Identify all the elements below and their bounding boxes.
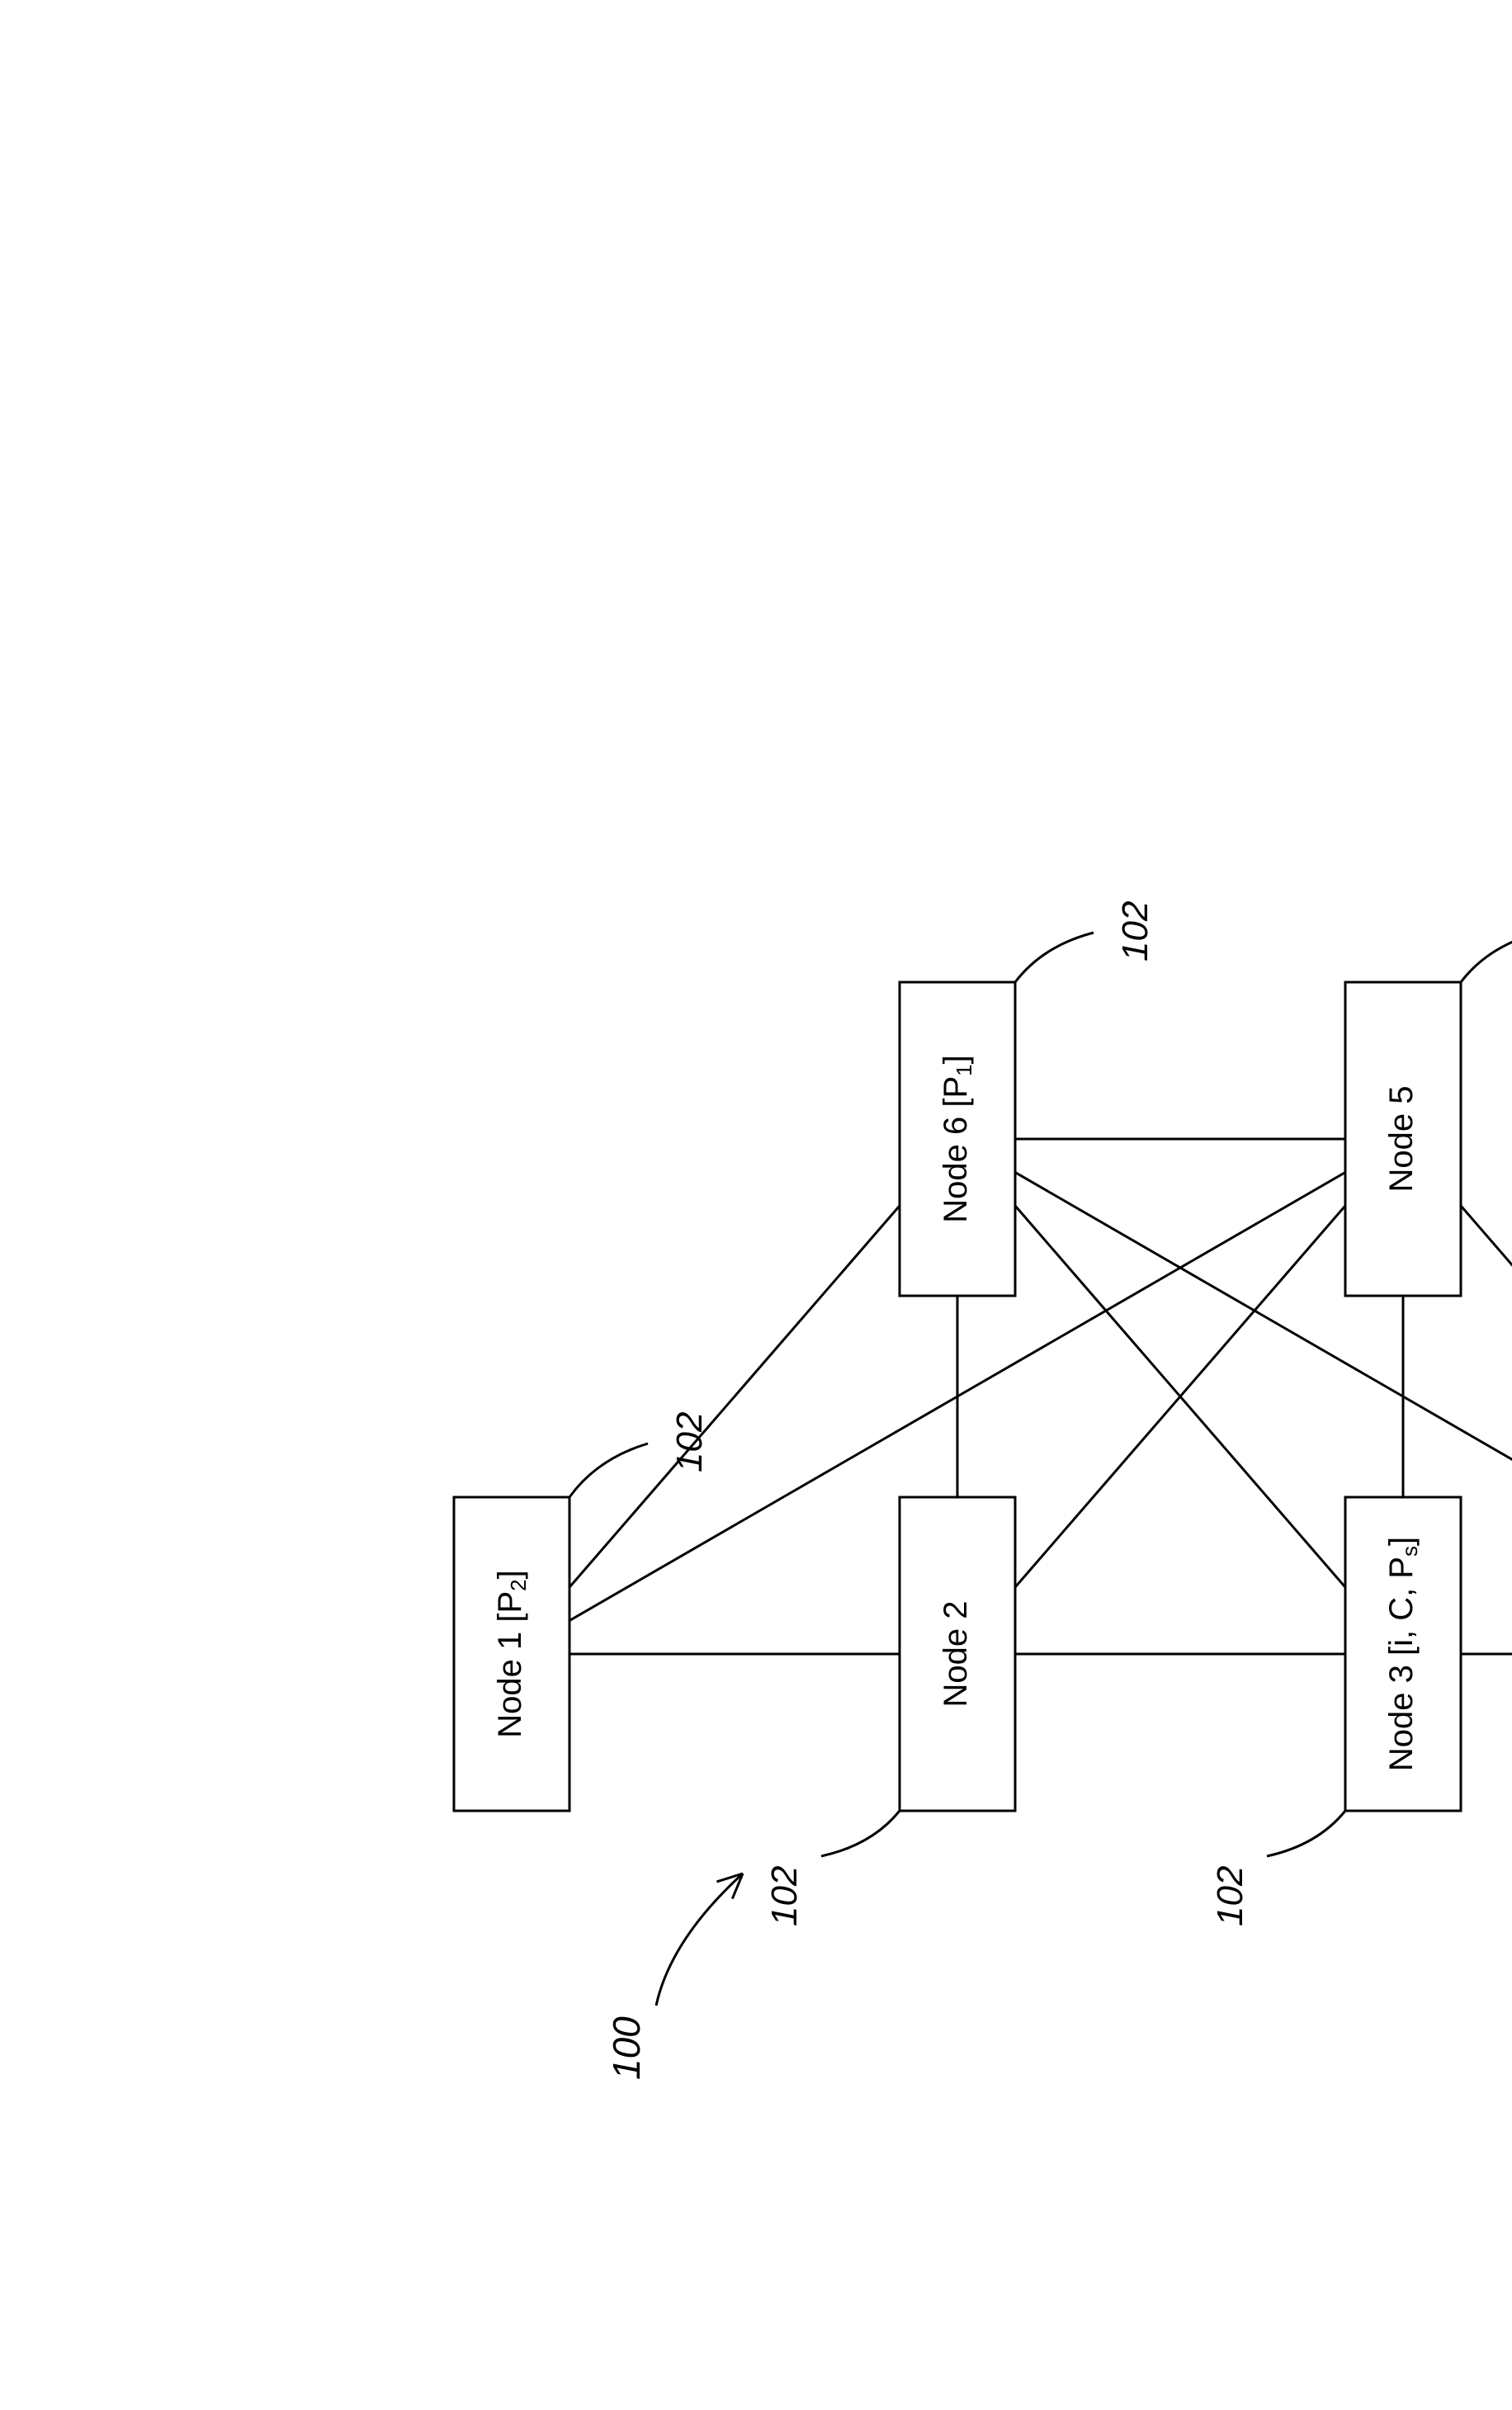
ref-lead-n2 <box>821 1811 900 1856</box>
system-ref: 100 <box>605 1874 743 2080</box>
edge-n4-n5 <box>1461 1206 1512 1587</box>
nodes-group: Node 1 [P2]Node 2Node 3 [i, C, Ps]Node 4… <box>454 982 1512 1811</box>
ref-lead-n5 <box>1461 933 1512 982</box>
ref-label-n2: 102 <box>764 1866 805 1926</box>
node-n5: Node 5 <box>1345 982 1461 1296</box>
edge-n6-n1 <box>569 1206 900 1587</box>
node-label-n6: Node 6 [P1] <box>938 1055 976 1222</box>
node-n3: Node 3 [i, C, Ps] <box>1345 1497 1461 1811</box>
node-label-n2: Node 2 <box>938 1601 974 1708</box>
ref-lead-n6 <box>1015 933 1094 982</box>
rotated-group: Node 1 [P2]Node 2Node 3 [i, C, Ps]Node 4… <box>454 901 1512 2080</box>
system-ref-label: 100 <box>605 2016 648 2080</box>
node-label-n1: Node 1 [P2] <box>492 1570 531 1737</box>
ref-label-n6: 102 <box>1115 901 1155 962</box>
node-n6: Node 6 [P1] <box>900 982 1015 1296</box>
figure-page: Node 1 [P2]Node 2Node 3 [i, C, Ps]Node 4… <box>0 0 1512 2410</box>
system-ref-shaft <box>656 1874 743 2006</box>
node-n2: Node 2 <box>900 1497 1015 1811</box>
ref-label-n1: 102 <box>669 1412 710 1472</box>
node-label-n5: Node 5 <box>1383 1086 1420 1193</box>
ref-label-n3: 102 <box>1210 1866 1250 1926</box>
ref-lead-n3 <box>1267 1811 1345 1856</box>
ref-lead-n1 <box>569 1444 648 1497</box>
figure-svg: Node 1 [P2]Node 2Node 3 [i, C, Ps]Node 4… <box>0 0 1512 2410</box>
node-n1: Node 1 [P2] <box>454 1497 569 1811</box>
node-label-n3: Node 3 [i, C, Ps] <box>1383 1537 1422 1771</box>
